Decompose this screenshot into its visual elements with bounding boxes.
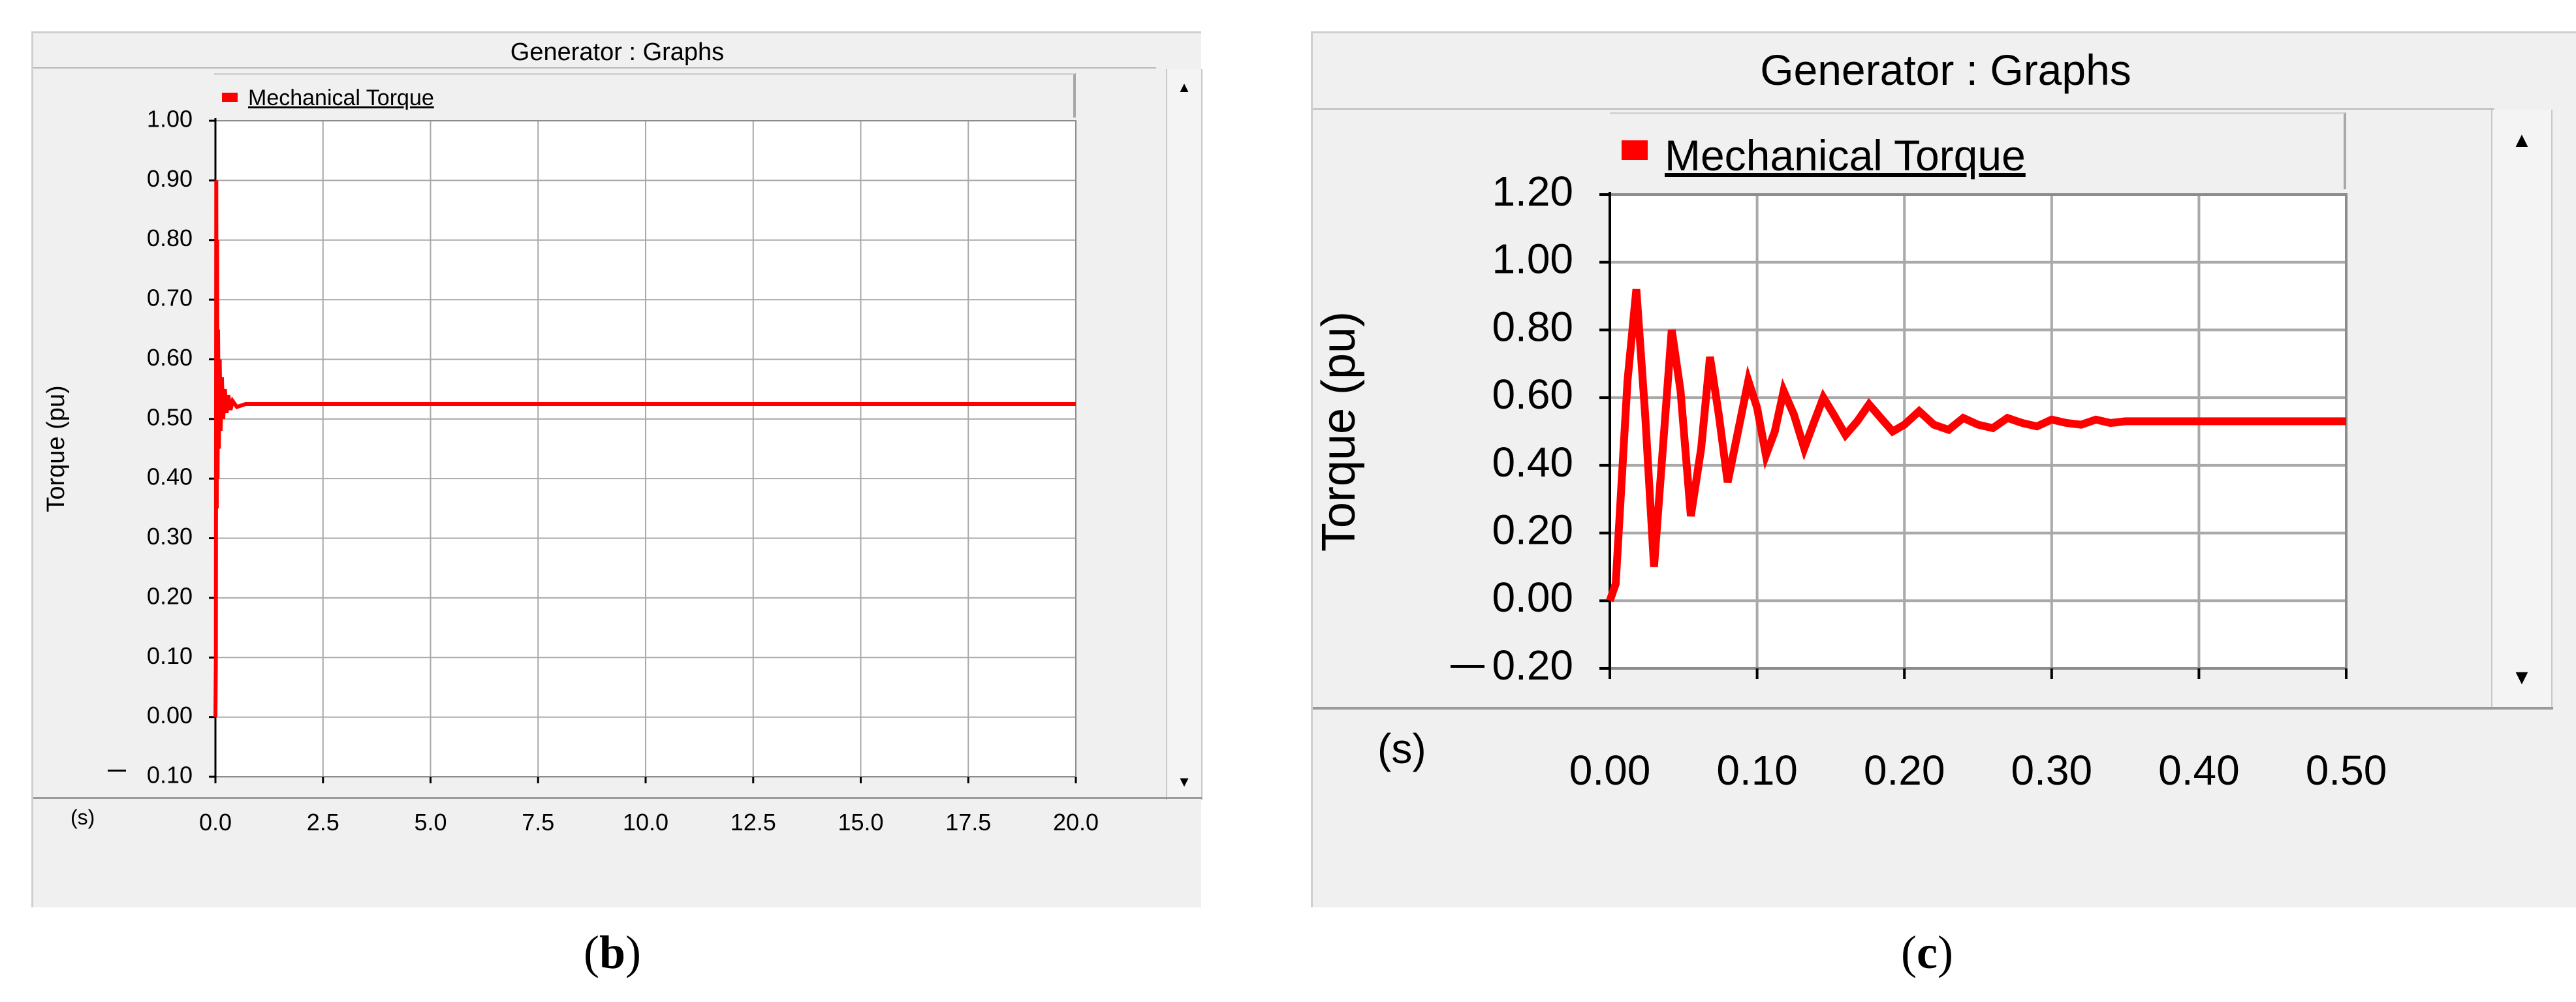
x-tick-label: 5.0 [414,809,447,836]
y-tick-label: 0.00 [1492,574,1573,621]
legend: Mechanical Torque [1610,112,2346,189]
negative-sign [1451,665,1484,668]
title-separator [33,67,1156,69]
caption-b: (b) [584,926,642,979]
x-tick-label: 10.0 [623,809,668,836]
x-axis-unit: (s) [71,806,95,829]
y-tick-label: 0.80 [147,225,193,251]
y-tick-label: 0.80 [1492,303,1573,350]
triangle-up-icon: ▲ [1177,79,1191,95]
y-tick-label: 0.20 [1492,506,1573,553]
title-separator [1313,108,2494,110]
y-tick-label: 0.70 [147,285,193,311]
y-tick-label: 1.20 [1492,168,1573,215]
chart-b: 1.00 0.90 0.80 0.70 0.60 0.50 0.40 0.30 0.20 0.10… [42,106,1099,836]
y-tick-label: 0.60 [147,344,193,371]
y-axis-label: Torque (pu) [42,385,70,512]
x-tick-label: 2.5 [307,809,339,836]
legend-label: Mechanical Torque [1665,131,2026,180]
plot-area [1610,195,2346,668]
y-tick-label: 0.50 [147,403,193,430]
x-tick-label: 0.40 [2158,747,2240,794]
y-axis-label: Torque (pu) [1313,311,1365,552]
y-tick-label: 0.00 [147,702,193,728]
x-tick-label: 0.0 [199,809,232,836]
x-tick-label: 17.5 [945,809,991,836]
scroll-down-button[interactable]: ▼ [2492,647,2551,707]
x-tick-label: 0.00 [1569,747,1651,794]
x-tick-label: 20.0 [1053,809,1099,836]
scroll-up-button[interactable]: ▲ [1167,69,1201,106]
legend-label: Mechanical Torque [248,86,434,110]
x-tick-label: 7.5 [522,809,554,836]
y-tick-label: 0.10 [147,642,193,669]
y-tick-label: 0.20 [1492,642,1573,689]
y-tick-label: 0.40 [1492,439,1573,486]
y-tick-label: 1.00 [147,106,193,133]
plot-bottom-border [33,797,1202,799]
vertical-scrollbar[interactable]: ▲ ▼ [2491,110,2552,707]
x-tick-label: 12.5 [730,809,776,836]
x-tick-label: 0.30 [2011,747,2093,794]
triangle-down-icon: ▼ [2511,665,2532,689]
scroll-down-button[interactable]: ▼ [1167,764,1201,800]
series-line-mechanical-torque [1606,289,2346,603]
y-tick-label: 0.90 [147,165,193,192]
x-tick-label: 0.10 [1716,747,1798,794]
vertical-scrollbar[interactable]: ▲ ▼ [1166,69,1202,800]
triangle-up-icon: ▲ [2511,127,2532,151]
negative-sign [108,770,126,772]
caption-c: (c) [1901,926,1953,979]
y-tick-label: 1.00 [1492,236,1573,283]
x-axis-unit: (s) [1377,725,1426,772]
x-tick-label: 0.20 [1864,747,1945,794]
x-tick-label: 0.50 [2306,747,2387,794]
legend-swatch [222,93,238,102]
y-tick-label: 0.10 [147,762,193,789]
y-tick-label: 0.40 [147,463,193,490]
triangle-down-icon: ▼ [1177,774,1191,790]
y-tick-label: 0.20 [147,582,193,609]
chart-c: 1.20 1.00 0.80 0.60 0.40 0.20 0.00 0.20 0.00 0.10… [1313,168,2387,794]
x-tick-label: 15.0 [838,809,883,836]
y-tick-label: 0.30 [147,523,193,550]
series-line-mechanical-torque [213,180,1076,717]
legend-swatch [1622,140,1648,160]
panel-title: Generator : Graphs [1760,46,2131,94]
plot-bottom-border [1313,707,2553,710]
legend: Mechanical Torque [214,73,1076,117]
scroll-up-button[interactable]: ▲ [2492,110,2551,170]
y-tick-label: 0.60 [1492,371,1573,418]
panel-title: Generator : Graphs [510,39,725,66]
